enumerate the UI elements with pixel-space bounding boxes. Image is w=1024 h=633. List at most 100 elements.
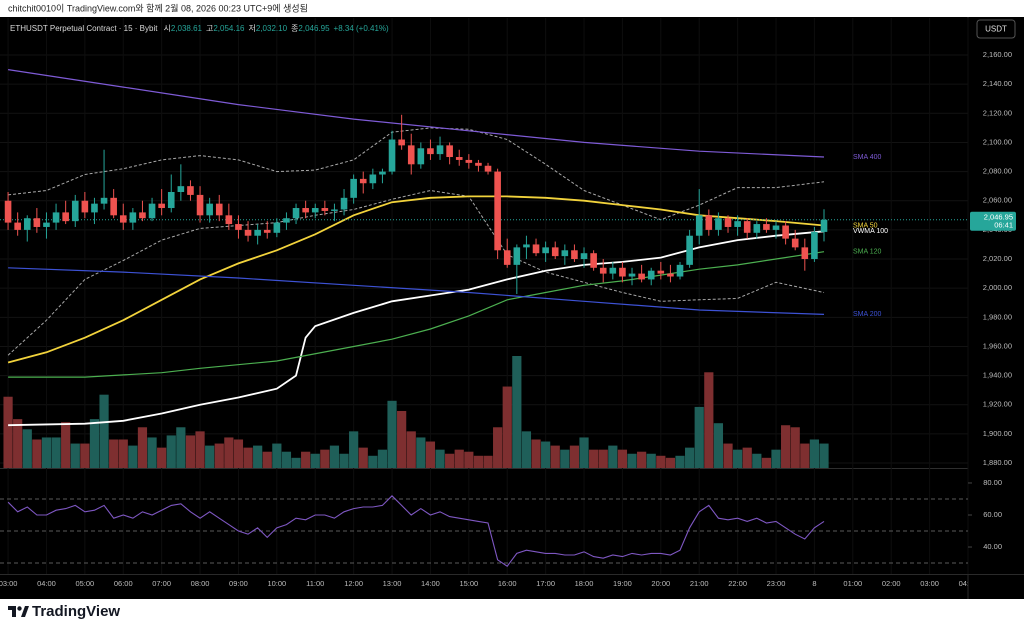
volume-bar <box>137 427 148 468</box>
x-tick-label: 04:00 <box>959 579 978 588</box>
volume-bar <box>406 431 416 468</box>
candle-body <box>139 212 146 219</box>
candle-body <box>743 221 751 233</box>
candle-body <box>158 203 165 209</box>
volume-bar <box>157 447 167 468</box>
volume-bar <box>589 449 599 468</box>
y-tick-label: 2,080.00 <box>983 167 1012 176</box>
last-price-label: 2,046.95 <box>984 213 1013 222</box>
ohlc-value: 2,046.95 <box>298 24 330 33</box>
x-tick-label: 08:00 <box>191 579 210 588</box>
volume-bar <box>473 455 484 468</box>
volume-bar <box>13 419 23 468</box>
volume-bar <box>512 356 522 468</box>
candle-body <box>801 247 809 260</box>
chart-panel <box>0 17 1024 599</box>
rsi-tick-label: 40.00 <box>983 542 1002 551</box>
candle-body <box>638 273 645 280</box>
volume-bar <box>32 439 42 468</box>
currency-button[interactable] <box>976 19 1016 39</box>
x-tick-label: 22:00 <box>728 579 747 588</box>
volume-bar <box>800 443 810 468</box>
chart-title: ETHUSDT Perpetual Contract · 15 · Bybit <box>10 24 158 33</box>
volume-bar <box>781 425 791 468</box>
overlay-label: VWMA 100 <box>853 228 888 235</box>
overlay-line <box>8 230 825 427</box>
volume-bar <box>435 449 445 468</box>
candle-body <box>686 235 693 265</box>
x-tick-label: 06:00 <box>114 579 133 588</box>
ohlc-key: 저 <box>249 24 256 33</box>
y-tick-label: 1,960.00 <box>983 341 1012 350</box>
y-tick-label: 2,160.00 <box>983 50 1012 59</box>
volume-bar <box>205 445 215 468</box>
candle-body <box>475 162 482 166</box>
volume-bar <box>262 451 272 468</box>
x-tick-label: 07:00 <box>152 579 171 588</box>
volume-bar <box>819 443 829 468</box>
candle-body <box>187 186 194 195</box>
overlay-label: SMA 50 <box>853 222 878 229</box>
candle-body <box>532 244 540 254</box>
volume-bar <box>368 455 378 468</box>
volume-bar <box>598 449 608 468</box>
volume-bar <box>349 431 359 468</box>
overlay-line <box>7 195 825 364</box>
volume-bar <box>809 439 820 468</box>
volume-bar <box>502 386 512 468</box>
volume-bar <box>454 449 464 468</box>
candle-body <box>292 208 300 219</box>
overlay-label: SMA 400 <box>853 154 882 161</box>
candle-body <box>427 148 434 155</box>
candle-body <box>263 229 271 233</box>
candle-body <box>599 267 607 274</box>
candle-body <box>734 221 741 227</box>
candle-body <box>590 253 597 268</box>
ohlc-key: 시 <box>163 24 170 33</box>
candle-body <box>523 244 530 248</box>
y-tick-label: 1,920.00 <box>983 400 1012 409</box>
volume-bar <box>214 443 224 468</box>
x-tick-label: 11:00 <box>306 579 324 588</box>
volume-bar <box>531 439 541 468</box>
y-tick-label: 2,120.00 <box>983 108 1012 117</box>
candle-body <box>772 225 780 230</box>
ohlc-value: 2,038.61 <box>171 24 203 33</box>
overlay-line <box>8 251 825 378</box>
volume-bar <box>109 439 119 468</box>
volume-bar <box>608 445 618 468</box>
volume-bar <box>147 437 157 468</box>
y-tick-label: 2,060.00 <box>983 196 1012 205</box>
ohlc-value: 2,032.10 <box>256 24 288 33</box>
x-tick-label: 19:00 <box>613 579 632 588</box>
volume-bar <box>358 447 368 468</box>
candle-body <box>167 191 175 209</box>
volume-bar <box>425 441 436 468</box>
x-tick-label: 23:00 <box>767 579 786 588</box>
ohlc-key: 종 <box>291 24 298 33</box>
volume-bar <box>22 429 32 468</box>
ohlc-key: 고 <box>206 24 213 33</box>
currency-label[interactable]: USDT <box>985 25 1007 34</box>
rsi-tick-label: 60.00 <box>983 510 1002 519</box>
volume-bar <box>233 439 244 468</box>
rsi-line <box>7 495 825 567</box>
volume-bar <box>320 449 330 468</box>
volume-bar <box>521 431 532 468</box>
volume-bar <box>656 455 666 468</box>
candle-body <box>91 203 98 213</box>
x-tick-label: 8 <box>812 579 816 588</box>
y-tick-label: 1,880.00 <box>983 458 1012 467</box>
candle-body <box>119 215 127 223</box>
candle-body <box>667 273 674 277</box>
volume-bar <box>550 445 560 468</box>
candle-body <box>388 139 396 172</box>
chart-header: ETHUSDT Perpetual Contract · 15 · Bybit 시… <box>10 24 389 33</box>
volume-layer <box>3 356 829 468</box>
volume-bar <box>281 451 292 468</box>
volume-bar <box>761 457 772 468</box>
volume-bar <box>253 445 263 468</box>
logo-icon <box>17 606 22 611</box>
candle-body <box>494 171 501 251</box>
